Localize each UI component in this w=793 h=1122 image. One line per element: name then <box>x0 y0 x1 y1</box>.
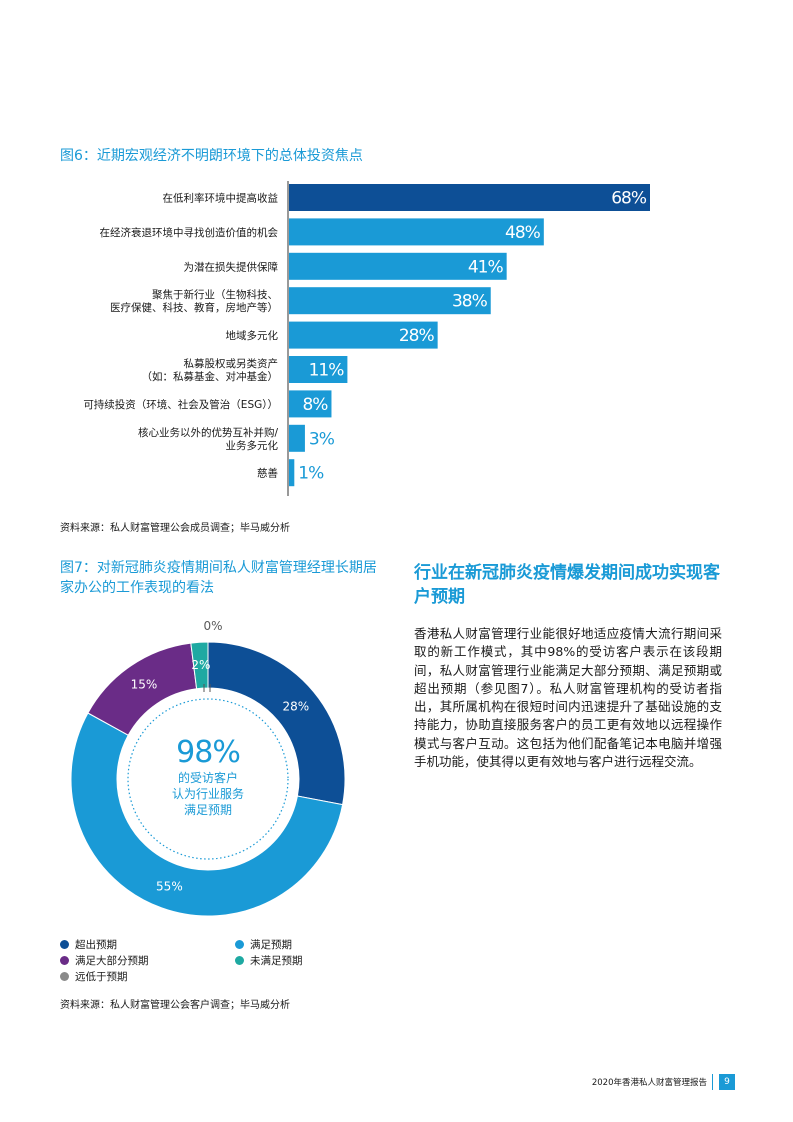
bar <box>289 459 295 487</box>
donut-slice-label: 2% <box>191 658 210 672</box>
bar-value-label: 11% <box>309 361 345 381</box>
bar-category-label: 医疗保健、科技、教育，房地产等） <box>110 301 278 314</box>
legend-item: 超出预期 <box>60 937 117 952</box>
client-view-donut-chart: 28% 55% 15% 2% 0% <box>70 619 346 917</box>
legend-item: 满足预期 <box>235 937 292 952</box>
legend-item: 远低于预期 <box>60 969 128 984</box>
bar <box>289 356 348 383</box>
bar-category-label: 为潜在损失提供保障 <box>184 260 279 273</box>
bar <box>289 321 438 349</box>
bar-category-label: 在低利率环境中提高收益 <box>163 192 279 205</box>
section-body-text: 香港私人财富管理行业能很好地适应疫情大流行期间采取的新工作模式，其中98%的受访… <box>414 626 722 770</box>
figure6-title: 图6：近期宏观经济不明朗环境下的总体投资焦点 <box>60 148 363 164</box>
donut-center-line: 认为行业服务 <box>171 787 244 801</box>
footer-divider <box>712 1074 713 1090</box>
legend-swatch <box>235 956 244 965</box>
bar-category-label: 可持续投资（环境、社会及管治（ESG）） <box>83 398 278 411</box>
figure7-title: 图7：对新冠肺炎疫情期间私人财富管理经理长期居家办公的工作表现的看法 <box>60 560 377 596</box>
bar-category-label: 聚焦于新行业（生物科技、 <box>152 288 278 301</box>
donut-center-text: 的受访客户 认为行业服务 满足预期 <box>148 770 268 818</box>
legend-swatch <box>235 940 244 949</box>
bar-value-label: 28% <box>399 326 435 346</box>
donut-slice-label: 0% <box>203 619 222 633</box>
donut-slice-label: 15% <box>131 678 158 692</box>
legend-item: 满足大部分预期 <box>60 953 149 968</box>
bar-category-label: 在经济衰退环境中寻找创造价值的机会 <box>100 226 279 239</box>
figure6-source: 资料来源：私人财富管理公会成员调查；毕马威分析 <box>60 523 290 534</box>
page-footer: 2020年香港私人财富管理报告 9 <box>560 1074 735 1090</box>
bar <box>289 424 305 452</box>
donut-slice <box>190 641 209 690</box>
bar <box>289 252 507 280</box>
bar-value-label: 41% <box>468 257 504 277</box>
bar-value-label: 68% <box>611 189 647 209</box>
bar-category-label: 核心业务以外的优势互补并购/ <box>138 426 278 439</box>
legend-label: 满足大部分预期 <box>75 955 149 967</box>
legend-label: 满足预期 <box>250 939 292 951</box>
legend-label: 远低于预期 <box>75 971 128 983</box>
bar-value-label: 48% <box>505 223 541 243</box>
bar-value-label: 1% <box>298 464 324 484</box>
bar-value-label: 8% <box>302 395 328 415</box>
bar-value-label: 38% <box>452 292 488 312</box>
bar <box>289 287 491 315</box>
bar <box>289 390 332 418</box>
bar-category-label: 地域多元化 <box>226 329 279 342</box>
donut-center-value: 98% <box>176 735 241 770</box>
bar-category-label: 业务多元化 <box>226 439 279 452</box>
legend-label: 超出预期 <box>75 939 117 951</box>
legend-swatch <box>60 956 69 965</box>
section-heading: 行业在新冠肺炎疫情爆发期间成功实现客户预期 <box>414 563 720 607</box>
legend-swatch <box>60 972 69 981</box>
legend-item: 未满足预期 <box>235 953 303 968</box>
legend-label: 未满足预期 <box>250 955 303 967</box>
footer-report-title: 2020年香港私人财富管理报告 <box>591 1078 707 1088</box>
figure7-source: 资料来源：私人财富管理公会客户调查；毕马威分析 <box>60 1000 290 1011</box>
donut-legend: 超出预期 满足预期满足大部分预期 未满足预期远低于预期 <box>60 937 360 985</box>
donut-slice-label: 55% <box>156 879 183 893</box>
donut-slice <box>70 712 344 917</box>
investment-focus-bar-chart: 在低利率环境中提高收益 68% 在经济衰退环境中寻找创造价值的机会 48% 为潜在损失提… <box>83 181 650 496</box>
legend-swatch <box>60 940 69 949</box>
donut-center-line: 满足预期 <box>183 803 232 817</box>
bar-category-label: 私募股权或另类资产 <box>184 357 279 370</box>
bar-value-label: 3% <box>309 429 335 449</box>
donut-slice-label: 28% <box>283 699 310 713</box>
bar-category-label: （如：私募基金、对冲基金） <box>142 370 279 383</box>
bar <box>289 218 544 246</box>
page-number: 9 <box>719 1074 735 1090</box>
donut-center-line: 的受访客户 <box>177 771 238 785</box>
donut-inner-ring <box>127 698 289 860</box>
bar <box>289 184 650 211</box>
bar-category-label: 慈善 <box>257 467 278 480</box>
